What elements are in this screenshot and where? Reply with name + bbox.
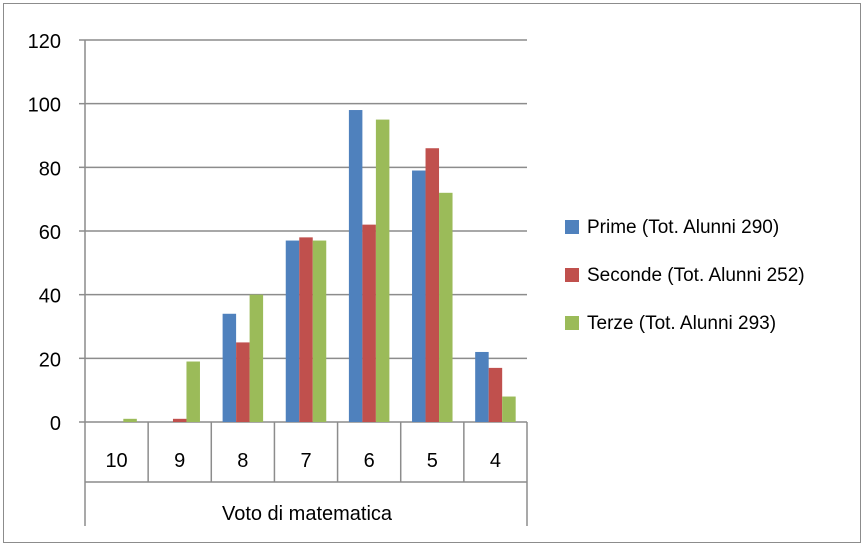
bar-10-series-3	[123, 418, 137, 422]
tick-labels: 0 20 40 60 80 100 120 10 9 8 7 6 5 4	[28, 31, 501, 472]
legend-label: Terze (Tot. Alunni 293)	[587, 313, 776, 334]
bar-chart: 0 20 40 60 80 100 120 10 9 8 7 6 5 4 Voto di matemati…	[28, 31, 805, 526]
bar-8-series-2	[236, 342, 250, 422]
legend-swatch	[565, 316, 579, 330]
bar-7-series-3	[312, 240, 327, 422]
bar-4-series-2	[488, 367, 503, 422]
bars	[123, 110, 516, 423]
bar-5-series-2	[425, 148, 440, 422]
chart-frame: 0 20 40 60 80 100 120 10 9 8 7 6 5 4 Voto di matemati…	[3, 3, 861, 543]
y-tick-label: 120	[28, 31, 61, 53]
bar-9-series-2	[172, 418, 187, 422]
bar-5-series-3	[439, 192, 453, 422]
axes	[79, 39, 528, 526]
x-tick-label: 9	[174, 450, 185, 472]
bar-8-series-3	[249, 294, 264, 422]
bar-8-series-1	[222, 313, 237, 422]
bar-7-series-2	[299, 237, 313, 422]
bar-4-series-3	[502, 396, 516, 422]
x-axis-title: Voto di matematica	[222, 503, 393, 525]
bar-6-series-2	[362, 224, 376, 422]
legend-swatch	[565, 268, 579, 282]
y-tick-label: 40	[39, 286, 61, 308]
x-tick-label: 6	[364, 450, 375, 472]
bar-6-series-1	[348, 110, 363, 423]
x-tick-label: 5	[427, 450, 438, 472]
gridlines	[85, 39, 527, 360]
bar-6-series-3	[375, 119, 390, 422]
y-tick-label: 80	[39, 158, 61, 180]
x-tick-label: 10	[105, 450, 127, 472]
legend: Prime (Tot. Alunni 290) Seconde (Tot. Alu…	[565, 217, 805, 334]
bar-4-series-1	[475, 351, 489, 422]
y-tick-label: 0	[50, 413, 61, 435]
x-tick-label: 7	[300, 450, 311, 472]
x-tick-label: 8	[237, 450, 248, 472]
bar-9-series-3	[186, 361, 200, 422]
legend-label: Seconde (Tot. Alunni 252)	[587, 265, 805, 286]
x-tick-label: 4	[490, 450, 501, 472]
bar-5-series-1	[412, 170, 426, 422]
y-tick-label: 20	[39, 349, 61, 371]
bar-7-series-1	[285, 240, 300, 422]
legend-label: Prime (Tot. Alunni 290)	[587, 217, 779, 238]
y-tick-label: 60	[39, 222, 61, 244]
y-tick-label: 100	[28, 95, 61, 117]
legend-swatch	[565, 220, 579, 234]
